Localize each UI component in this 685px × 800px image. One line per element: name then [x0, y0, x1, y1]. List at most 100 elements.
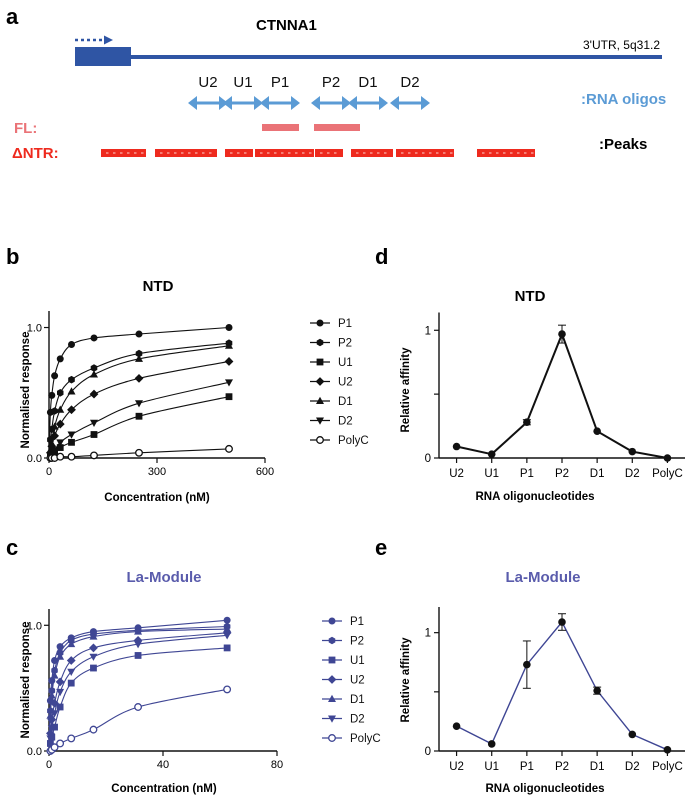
legend-marker-d1 [316, 396, 324, 404]
point-u2 [89, 643, 98, 653]
point-d2 [56, 439, 65, 447]
chart-e-title: La-Module [506, 569, 581, 586]
panel-d: NTD Relative affinity RNA oligonucleotid… [400, 288, 685, 503]
arrow-head-left [223, 96, 232, 110]
chart-c-title: La-Module [127, 569, 202, 586]
oligo-arrow-p2 [311, 96, 351, 110]
peak-dash [450, 152, 453, 154]
point-d1 [56, 405, 65, 413]
point-d1 [47, 439, 56, 447]
chart-d-title: NTD [515, 288, 546, 305]
point-u2 [55, 677, 65, 687]
peak-dash [363, 152, 366, 154]
chart-b-xlabel: Concentration (nM) [104, 492, 210, 504]
legend-label-polyc: PolyC [338, 435, 369, 447]
point-d1 [50, 422, 59, 430]
point-u1 [90, 664, 97, 672]
point-polyc [223, 685, 232, 694]
panel-label-e: e [375, 535, 387, 560]
point-d2 [47, 725, 56, 733]
point-d2 [89, 653, 98, 661]
oligo-arrows: U2 U1 P1 P2 D1 D2 [188, 74, 430, 110]
arrow-head-left [311, 96, 320, 110]
peak-dash [510, 152, 513, 154]
oligo-arrow-p1 [260, 96, 300, 110]
point-d2 [67, 431, 76, 439]
point-u2 [67, 405, 76, 415]
x-tick-label: U2 [449, 468, 464, 480]
peak-dash [120, 152, 123, 154]
chart-d-xlabel: RNA oligonucleotides [475, 491, 594, 503]
point-p2 [90, 364, 98, 372]
peak-dash [188, 152, 191, 154]
x-tick-label: 0 [46, 759, 52, 771]
peak-dash [436, 152, 439, 154]
y-tick-label: 0.0 [27, 746, 42, 758]
panel-b: NTD Normalised response Concentration (n… [20, 278, 369, 504]
peak-dash [174, 152, 177, 154]
legend-marker-polyc [328, 734, 336, 742]
point-polyc [663, 454, 672, 462]
peak-dash [517, 152, 520, 154]
oligo-label-d2: D2 [400, 74, 419, 91]
fl-peak-p2 [314, 124, 360, 131]
peak-dash [429, 152, 432, 154]
point-u2 [452, 442, 461, 451]
y-tick-label: 0 [425, 453, 431, 465]
x-tick-label: D2 [625, 761, 640, 773]
utr-label: 3'UTR, 5q31.2 [583, 38, 660, 52]
chart-c-plot: 0 40 80 0.0 1.0 P1 P2 U1 U2 D1 D2 PolyC [27, 609, 381, 771]
x-tick-label: P1 [520, 761, 534, 773]
x-tick-label: U1 [484, 468, 499, 480]
point-u2 [89, 389, 99, 399]
oligo-label-u1: U1 [233, 74, 252, 91]
y-tick-label: 1 [425, 628, 431, 640]
peak-dash [209, 152, 212, 154]
x-tick-label: D2 [625, 468, 640, 480]
legend-label-polyc: PolyC [350, 733, 381, 745]
peak-dash [384, 152, 387, 154]
arrow-head-right [421, 96, 430, 110]
point-polyc [56, 739, 65, 748]
peak-dash [106, 152, 109, 154]
point-d1 [223, 624, 232, 633]
point-d1 [50, 671, 59, 679]
point-d2 [67, 668, 76, 676]
point-d1 [67, 387, 76, 395]
rna-oligos-legend: :RNA oligos [581, 91, 666, 108]
point-polyc [225, 444, 233, 453]
legend-marker-d2 [316, 417, 324, 425]
y-tick-label: 0 [425, 746, 431, 758]
point-d1 [56, 652, 65, 660]
peak-dash [309, 152, 312, 154]
point-p2 [558, 618, 566, 626]
peak-dash [482, 152, 485, 154]
point-u1 [56, 444, 64, 451]
ntr-peak [155, 149, 217, 157]
peak-dash [408, 152, 411, 154]
point-u1 [90, 431, 98, 438]
fl-peak-p1 [262, 124, 299, 131]
peak-dash [422, 152, 425, 154]
legend-marker-d2 [328, 715, 336, 723]
chart-b-plot: 0 300 600 0.0 1.0 P1 P2 U1 U2 D1 D2 PolyC [27, 311, 369, 478]
legend-label-u1: U1 [350, 655, 365, 667]
x-tick-label: 600 [256, 466, 274, 478]
peak-dash [134, 152, 137, 154]
x-tick-label: 40 [157, 759, 169, 771]
peak-dash [260, 152, 263, 154]
peak-dash [489, 152, 492, 154]
x-tick-label: U1 [484, 761, 499, 773]
arrow-head-left [188, 96, 197, 110]
panel-label-d: d [375, 244, 388, 269]
peak-dash [415, 152, 418, 154]
panel-label-a: a [6, 4, 19, 29]
peak-dash [327, 152, 330, 154]
point-u1 [225, 393, 233, 401]
point-u1 [134, 652, 142, 659]
chart-c-ylabel: Normalised response [20, 622, 32, 739]
x-tick-label: P1 [520, 468, 534, 480]
point-d2 [90, 419, 98, 427]
point-d2 [223, 632, 232, 640]
legend-label-d1: D1 [338, 396, 353, 408]
